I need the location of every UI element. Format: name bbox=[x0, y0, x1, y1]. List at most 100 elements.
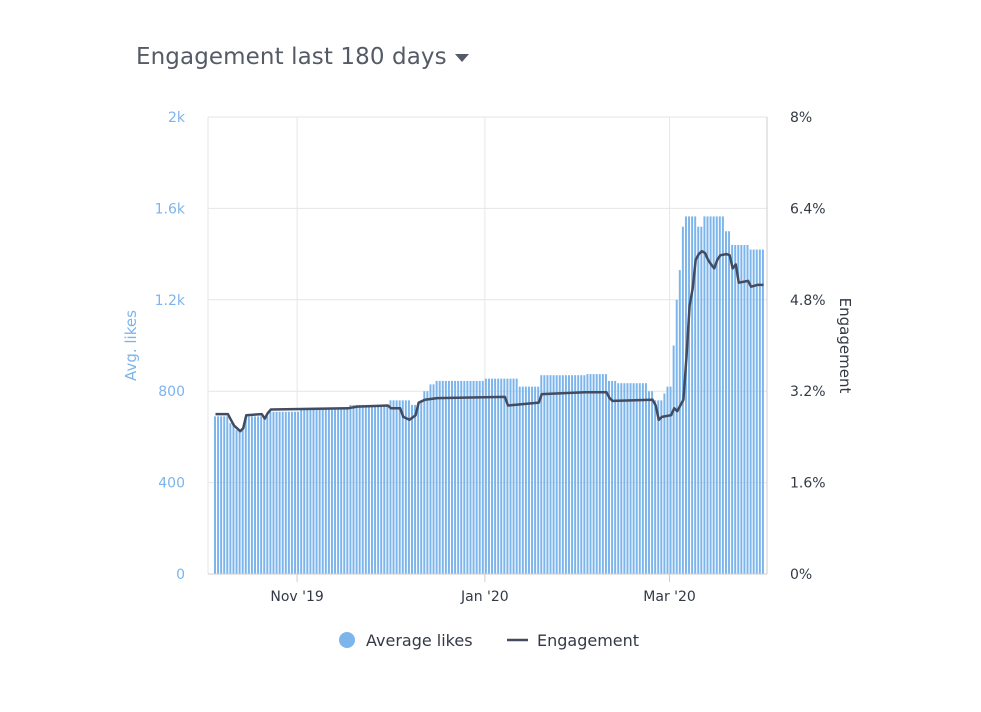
right-tick-label: 1.6% bbox=[790, 476, 826, 492]
bar bbox=[577, 375, 580, 574]
bar bbox=[675, 299, 678, 574]
bar bbox=[703, 216, 706, 574]
bar bbox=[669, 386, 672, 574]
bar bbox=[567, 375, 570, 574]
bar bbox=[278, 411, 281, 574]
bar bbox=[340, 409, 343, 574]
bar bbox=[715, 216, 718, 574]
left-tick-label: 1.6k bbox=[155, 201, 186, 217]
bar bbox=[558, 375, 561, 574]
bar bbox=[235, 430, 238, 574]
bar bbox=[367, 404, 370, 574]
bar bbox=[330, 409, 333, 574]
bar bbox=[312, 409, 315, 574]
bar bbox=[355, 404, 358, 574]
bar bbox=[435, 380, 438, 574]
bar bbox=[404, 400, 407, 574]
bar bbox=[214, 416, 216, 574]
bar bbox=[478, 380, 481, 574]
bar bbox=[364, 404, 367, 574]
bar bbox=[469, 380, 472, 574]
bar bbox=[220, 416, 223, 574]
bar bbox=[290, 411, 293, 574]
bar bbox=[737, 244, 740, 574]
bar bbox=[706, 216, 709, 574]
bar bbox=[515, 378, 518, 574]
bar bbox=[497, 378, 500, 574]
bar bbox=[423, 391, 426, 574]
bar bbox=[580, 375, 583, 574]
x-tick-label: Mar '20 bbox=[643, 589, 696, 605]
right-tick-label: 4.8% bbox=[790, 293, 826, 309]
bar bbox=[620, 383, 623, 574]
bar bbox=[721, 216, 724, 574]
bar bbox=[451, 380, 454, 574]
bar bbox=[509, 378, 512, 574]
bar bbox=[663, 393, 666, 574]
left-tick-label: 800 bbox=[158, 384, 185, 400]
bar bbox=[614, 380, 617, 574]
bar bbox=[343, 409, 346, 574]
bar bbox=[672, 345, 675, 574]
bar bbox=[398, 400, 401, 574]
bar bbox=[623, 383, 626, 574]
right-tick-label: 0% bbox=[790, 567, 812, 583]
bar bbox=[383, 404, 386, 574]
bar bbox=[709, 216, 712, 574]
bar bbox=[315, 409, 318, 574]
bar bbox=[281, 411, 284, 574]
chart-title-dropdown[interactable]: Engagement last 180 days bbox=[136, 44, 469, 70]
bar bbox=[635, 383, 638, 574]
bar bbox=[395, 400, 398, 574]
bar bbox=[475, 380, 478, 574]
bar bbox=[589, 374, 592, 574]
bar bbox=[241, 430, 244, 574]
bar bbox=[232, 423, 235, 574]
bar bbox=[617, 383, 620, 574]
bar bbox=[250, 416, 253, 574]
right-tick-label: 8% bbox=[790, 110, 812, 126]
legend-item-engagement[interactable]: Engagement bbox=[507, 631, 639, 650]
legend-label: Average likes bbox=[366, 631, 473, 650]
legend-label: Engagement bbox=[537, 631, 639, 650]
bar bbox=[657, 400, 660, 574]
bar bbox=[761, 249, 764, 574]
bar bbox=[244, 416, 247, 574]
bar bbox=[386, 404, 389, 574]
bar bbox=[546, 375, 549, 574]
bar bbox=[626, 383, 629, 574]
bar bbox=[540, 375, 543, 574]
bar bbox=[401, 400, 404, 574]
bar bbox=[592, 374, 595, 574]
bar bbox=[583, 375, 586, 574]
bar-series bbox=[214, 216, 764, 574]
bar bbox=[380, 404, 383, 574]
bar bbox=[724, 231, 727, 574]
x-tick-label: Jan '20 bbox=[460, 589, 509, 605]
bar bbox=[666, 386, 669, 574]
bar bbox=[420, 400, 423, 574]
bar bbox=[531, 386, 534, 574]
bar bbox=[604, 374, 607, 574]
bar bbox=[740, 244, 743, 574]
bar bbox=[629, 383, 632, 574]
bar bbox=[611, 380, 614, 574]
bar bbox=[358, 404, 361, 574]
bar bbox=[506, 378, 509, 574]
bar bbox=[297, 411, 300, 574]
bar bbox=[534, 386, 537, 574]
chart-title: Engagement last 180 days bbox=[136, 44, 447, 70]
bar bbox=[238, 430, 241, 574]
bar bbox=[463, 380, 466, 574]
bar bbox=[487, 378, 490, 574]
bar bbox=[349, 404, 352, 574]
bar bbox=[466, 380, 469, 574]
legend-item-average-likes[interactable]: Average likes bbox=[339, 631, 473, 650]
bar bbox=[549, 375, 552, 574]
bar bbox=[223, 416, 226, 574]
bar bbox=[306, 409, 309, 574]
bar bbox=[598, 374, 601, 574]
bar bbox=[644, 383, 647, 574]
bar bbox=[417, 404, 420, 574]
